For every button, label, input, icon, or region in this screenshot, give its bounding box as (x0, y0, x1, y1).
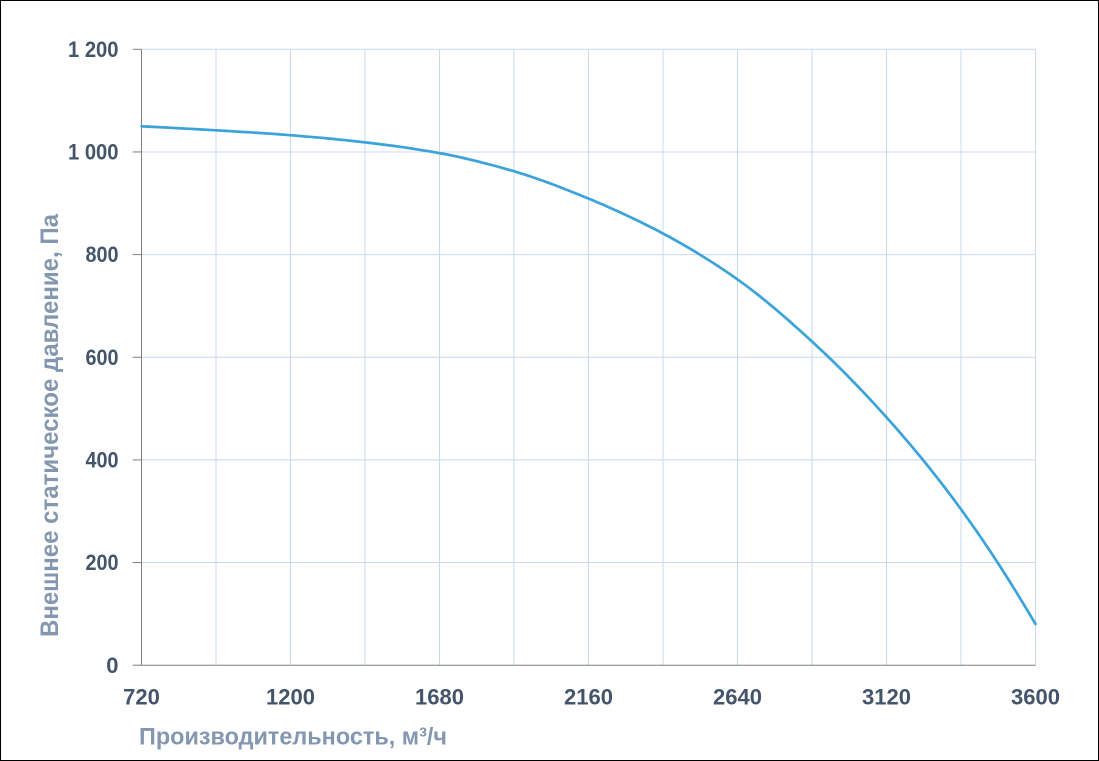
svg-text:Производительность, м³/ч: Производительность, м³/ч (139, 723, 447, 750)
svg-text:2640: 2640 (713, 685, 762, 710)
svg-text:0: 0 (106, 653, 118, 678)
svg-text:600: 600 (86, 345, 119, 370)
svg-text:400: 400 (86, 448, 119, 473)
svg-text:3600: 3600 (1011, 685, 1060, 710)
svg-text:1200: 1200 (266, 685, 315, 710)
svg-text:800: 800 (86, 242, 119, 267)
svg-text:2160: 2160 (564, 685, 613, 710)
svg-text:200: 200 (86, 550, 119, 575)
svg-text:Внешнее статическое давление,: Внешнее статическое давление, Па (36, 213, 64, 637)
svg-text:1 200: 1 200 (68, 37, 119, 62)
svg-text:3120: 3120 (862, 685, 911, 710)
svg-text:1 000: 1 000 (68, 140, 119, 165)
svg-text:720: 720 (123, 685, 160, 710)
svg-text:1680: 1680 (415, 685, 464, 710)
